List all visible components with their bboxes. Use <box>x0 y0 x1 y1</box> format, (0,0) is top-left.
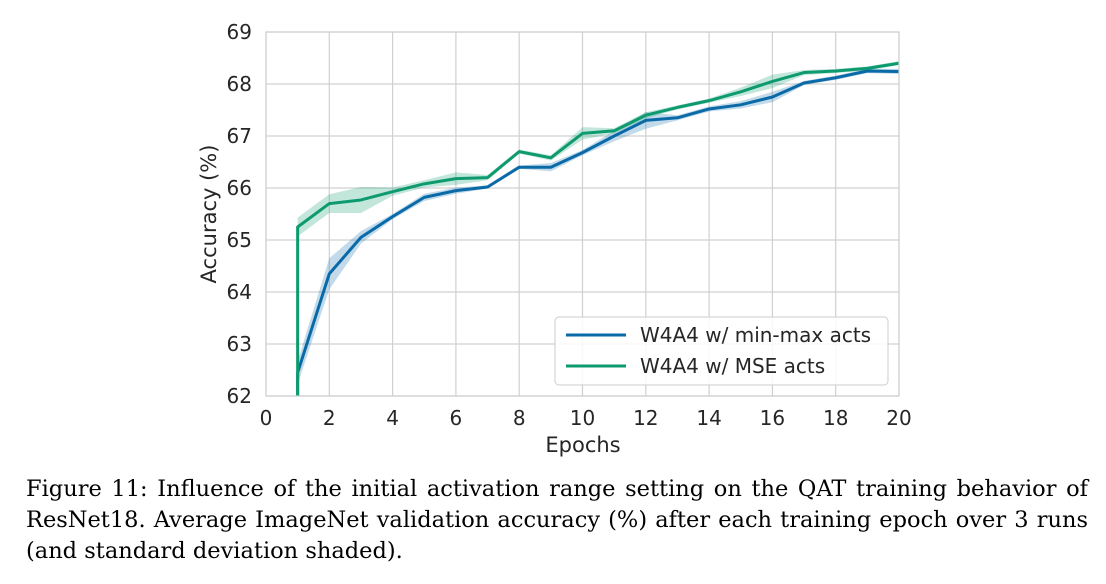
y-tick-label: 67 <box>227 124 252 148</box>
y-tick-label: 64 <box>227 280 252 304</box>
series-line-mse <box>296 61 899 396</box>
x-tick-label: 10 <box>570 406 595 430</box>
y-tick-label: 69 <box>227 20 252 44</box>
figure-caption: Figure 11: Influence of the initial acti… <box>26 476 1088 564</box>
x-tick-label: 0 <box>260 406 273 430</box>
x-tick-label: 16 <box>760 406 785 430</box>
x-tick-label: 20 <box>886 406 911 430</box>
x-tick-label: 14 <box>696 406 721 430</box>
y-tick-label: 66 <box>227 176 252 200</box>
legend-label-min-max: W4A4 w/ min-max acts <box>640 323 871 347</box>
axes <box>265 31 900 397</box>
x-tick-label: 4 <box>386 406 399 430</box>
y-tick-label: 65 <box>227 228 252 252</box>
x-tick-label: 12 <box>633 406 658 430</box>
plot-frame <box>265 31 900 397</box>
y-tick-label: 68 <box>227 72 252 96</box>
legend: W4A4 w/ min-max acts W4A4 w/ MSE acts <box>554 316 889 386</box>
x-tick-label: 6 <box>450 406 463 430</box>
x-tick-label: 2 <box>323 406 336 430</box>
y-tick-label: 62 <box>227 384 252 408</box>
x-tick-label: 8 <box>513 406 526 430</box>
legend-label-mse: W4A4 w/ MSE acts <box>640 354 825 378</box>
x-tick-label: 18 <box>823 406 848 430</box>
y-axis-label: Accuracy (%) <box>197 145 221 284</box>
y-tick-label: 63 <box>227 332 252 356</box>
legend-box <box>554 316 889 386</box>
series-line-min-max <box>296 69 899 396</box>
series-lines <box>296 61 899 396</box>
x-axis-label: Epochs <box>545 433 620 457</box>
std-band-mse <box>297 61 899 237</box>
